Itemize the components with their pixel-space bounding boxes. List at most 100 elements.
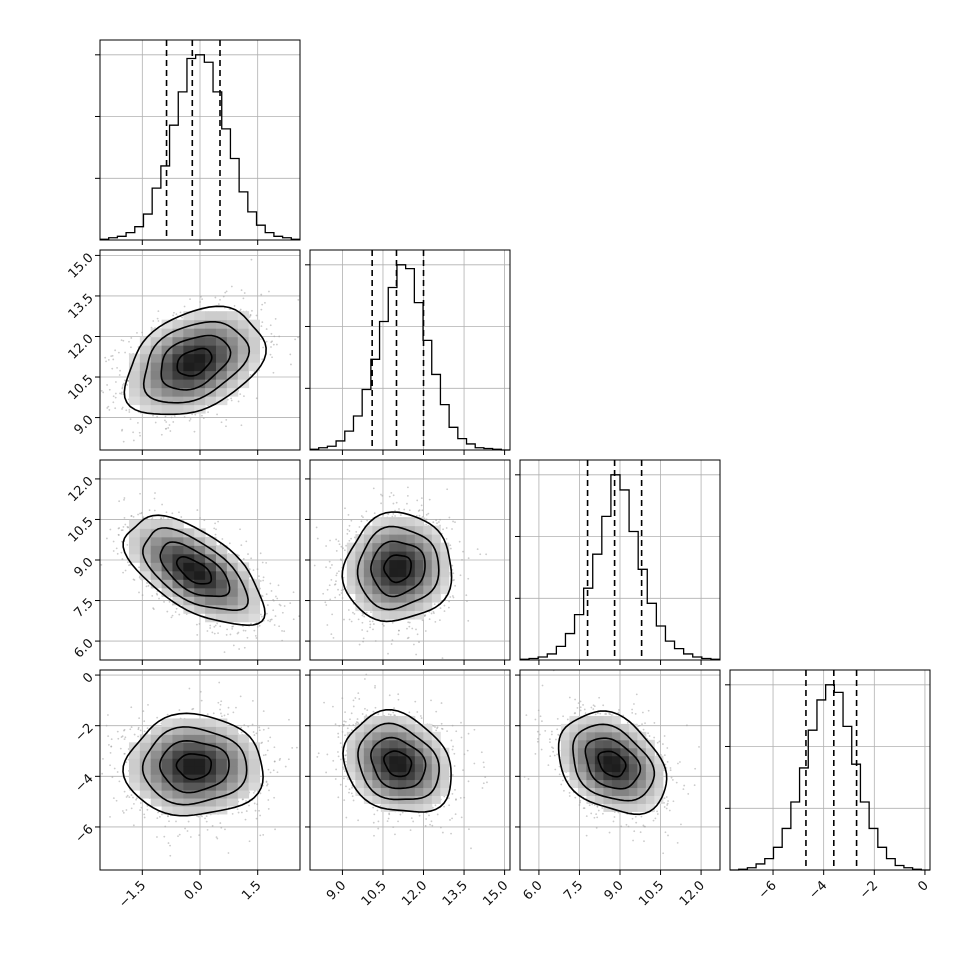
scatter-point: [121, 406, 124, 409]
density-cell: [346, 576, 356, 586]
scatter-point: [172, 421, 175, 423]
scatter-point: [270, 590, 273, 592]
scatter-point: [107, 405, 110, 408]
scatter-point: [125, 409, 128, 412]
scatter-point: [259, 613, 262, 616]
density-cell: [237, 353, 250, 363]
scatter-point: [213, 632, 216, 635]
scatter-point: [139, 492, 141, 495]
scatter-point: [217, 520, 219, 523]
scatter-point: [162, 516, 165, 519]
scatter-point: [451, 528, 453, 530]
scatter-point: [120, 529, 123, 532]
density-cell: [406, 534, 416, 544]
scatter-point: [283, 630, 286, 633]
scatter-point: [348, 539, 351, 542]
scatter-point: [411, 627, 414, 630]
scatter-point: [350, 620, 353, 623]
density-cell: [431, 542, 441, 552]
density-cell: [414, 568, 424, 578]
scatter-point: [348, 524, 351, 527]
scatter-point: [249, 314, 252, 317]
scatter-point: [171, 614, 174, 617]
scatter-point: [120, 339, 123, 342]
density-cell: [172, 336, 184, 346]
density-cell: [183, 387, 195, 397]
scatter-point: [262, 346, 265, 349]
density-cell: [397, 534, 407, 544]
scatter-point: [347, 609, 350, 611]
scatter-point: [315, 526, 318, 529]
scatter-point: [250, 557, 253, 560]
scatter-point: [254, 634, 257, 637]
density-cell: [172, 519, 184, 529]
scatter-point: [219, 625, 222, 628]
density-cell: [172, 536, 184, 546]
density-cell: [172, 396, 184, 406]
scatter-point: [105, 724, 108, 727]
scatter-point: [243, 395, 245, 397]
scatter-point: [169, 430, 172, 432]
scatter-point: [223, 651, 226, 654]
density-cell: [194, 528, 206, 538]
scatter-point: [250, 258, 253, 261]
scatter-point: [137, 513, 139, 516]
density-cell: [363, 559, 373, 569]
scatter-point: [274, 828, 276, 831]
density-cell: [194, 370, 206, 380]
scatter-point: [167, 518, 169, 521]
scatter-point: [188, 419, 191, 422]
density-cell: [194, 353, 206, 363]
density-cell: [355, 559, 365, 569]
scatter-point: [115, 547, 118, 550]
scatter-point: [201, 298, 204, 301]
scatter-point: [200, 295, 202, 298]
scatter-point: [271, 356, 273, 359]
density-cell: [194, 336, 206, 346]
scatter-point: [394, 509, 396, 512]
density-cell: [226, 353, 239, 363]
scatter-point: [166, 610, 169, 613]
scatter-point: [278, 625, 281, 628]
scatter-point: [115, 381, 117, 383]
scatter-point: [121, 540, 123, 543]
scatter-point: [261, 321, 264, 324]
density-cell: [226, 362, 239, 372]
scatter-point: [345, 544, 348, 547]
scatter-point: [153, 509, 156, 512]
density-cell: [183, 362, 195, 372]
scatter-point: [448, 600, 451, 603]
scatter-point: [112, 358, 115, 361]
density-cell: [248, 319, 261, 329]
scatter-point: [397, 633, 400, 636]
scatter-point: [438, 619, 441, 622]
density-cell: [346, 542, 356, 552]
density-cell: [215, 579, 228, 589]
density-cell: [161, 345, 173, 355]
scatter-panel-0-3: [99, 669, 301, 871]
density-cell: [139, 345, 152, 355]
contour-line: [159, 541, 231, 598]
scatter-point: [259, 814, 262, 817]
scatter-point: [467, 557, 470, 560]
density-cell: [139, 519, 152, 529]
scatter-point: [252, 569, 255, 572]
scatter-point: [168, 600, 171, 603]
density-cell: [150, 404, 163, 414]
scatter-point: [178, 613, 181, 616]
scatter-point: [138, 431, 141, 434]
scatter-point: [371, 620, 374, 623]
scatter-point: [158, 597, 160, 600]
scatter-point: [454, 584, 456, 587]
density-cell: [372, 610, 382, 620]
density-cell: [414, 517, 424, 527]
density-cell: [215, 319, 228, 329]
density-cell: [372, 568, 382, 578]
scatter-point: [270, 618, 273, 621]
scatter-point: [297, 336, 299, 339]
density-cell: [161, 579, 173, 589]
scatter-point: [369, 620, 371, 623]
density-cell: [215, 311, 228, 321]
scatter-point: [202, 417, 205, 420]
